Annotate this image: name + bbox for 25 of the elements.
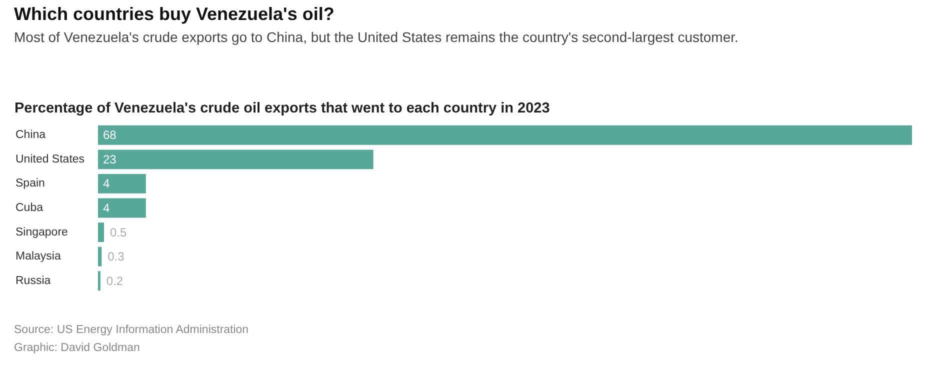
bar [98, 174, 146, 194]
bar [98, 246, 102, 266]
y-tick-label: Singapore [16, 226, 68, 238]
y-tick-label: Malaysia [16, 250, 62, 263]
y-tick-label: Russia [16, 274, 52, 287]
x-axis-title: Percentage of Venezuela's crude oil exports that went to each country in 2023 [14, 100, 550, 116]
y-tick-label: Cuba [16, 202, 44, 214]
bar [98, 150, 374, 170]
y-tick-label: China [16, 129, 46, 142]
data-label: 23 [103, 152, 117, 166]
source-note: Source: US Energy Information Administration [14, 323, 249, 338]
data-label: 4 [103, 201, 110, 215]
data-label: 68 [103, 128, 117, 142]
data-label: 0.3 [108, 250, 125, 264]
data-label: 0.5 [110, 225, 127, 240]
bar [98, 125, 912, 145]
bar [98, 198, 146, 218]
y-tick-label: United States [16, 153, 85, 166]
chart-title: Which countries buy Venezuela's oil? [14, 4, 334, 25]
bar [98, 222, 104, 242]
data-label: 0.2 [106, 274, 124, 288]
data-label: 4 [103, 176, 110, 191]
y-tick-label: Spain [16, 178, 45, 190]
chart-subtitle: Most of Venezuela's crude exports go to China, but the United States remains the country's second-largest customer. [14, 29, 738, 45]
text: Graphic: David Goldman [14, 341, 141, 356]
